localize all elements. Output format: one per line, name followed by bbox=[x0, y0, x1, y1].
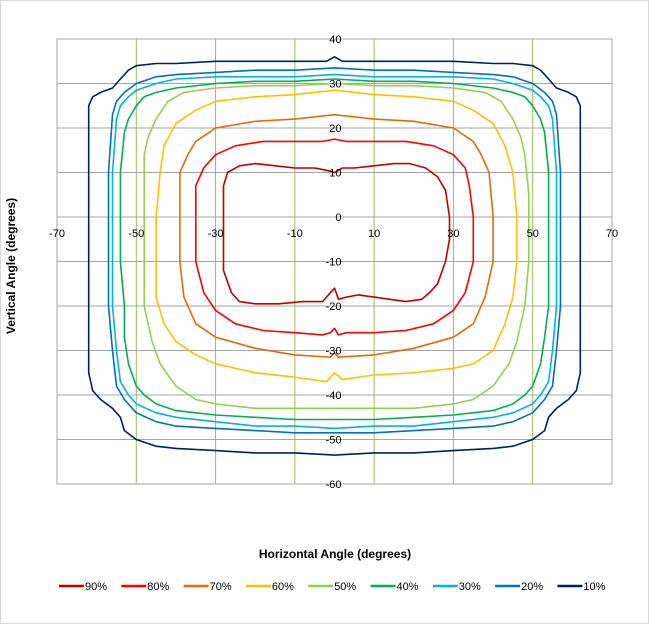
y-tick-label: -50 bbox=[326, 435, 342, 447]
legend-label: 80% bbox=[147, 581, 169, 593]
y-tick-label: -10 bbox=[326, 257, 342, 269]
legend-item: 50% bbox=[308, 581, 356, 593]
series-layer bbox=[87, 56, 582, 456]
y-axis-title: Vertical Angle (degrees) bbox=[4, 198, 18, 334]
x-tick-label: -50 bbox=[128, 228, 144, 240]
grid bbox=[56, 38, 613, 485]
legend-label: 50% bbox=[334, 581, 356, 593]
series-line-10pct bbox=[87, 56, 582, 456]
legend-item: 70% bbox=[183, 581, 232, 593]
legend-item: 80% bbox=[121, 581, 170, 593]
series-line-80pct bbox=[195, 138, 475, 336]
legend-item: 60% bbox=[245, 581, 294, 593]
legend-item: 90% bbox=[59, 581, 107, 593]
x-tick-label: 50 bbox=[527, 228, 539, 240]
legend-item: 40% bbox=[370, 581, 419, 593]
series-line-70pct bbox=[179, 113, 494, 358]
series-line-30pct bbox=[111, 73, 558, 430]
y-tick-label: 30 bbox=[329, 79, 341, 91]
y-tick-label: -20 bbox=[326, 301, 342, 313]
x-tick-label: 30 bbox=[447, 228, 459, 240]
legend-item: 10% bbox=[557, 581, 606, 593]
tick-labels: -70 -50 -30 -10 10 30 50 70 40 30 20 10 0 -10 -20 -30 -4… bbox=[49, 34, 618, 491]
x-tick-label: -70 bbox=[49, 228, 65, 240]
legend-label: 20% bbox=[521, 581, 543, 593]
series-line-20pct bbox=[107, 67, 562, 434]
x-tick-label: -10 bbox=[287, 228, 303, 240]
series-line-60pct bbox=[155, 89, 518, 383]
y-tick-label: -30 bbox=[326, 346, 342, 358]
x-tick-label: -30 bbox=[208, 228, 224, 240]
y-tick-label: 0 bbox=[335, 212, 341, 224]
legend-item: 30% bbox=[432, 581, 481, 593]
x-axis-title: Horizontal Angle (degrees) bbox=[259, 547, 411, 561]
series-line-50pct bbox=[143, 82, 530, 410]
y-tick-label: 40 bbox=[329, 34, 341, 46]
legend-label: 70% bbox=[210, 581, 232, 593]
legend-label: 60% bbox=[272, 581, 294, 593]
y-tick-label: -40 bbox=[326, 390, 342, 402]
legend: 90% 80% 70% 60% 50% 40% 30% 20% 10% bbox=[59, 581, 606, 593]
x-tick-label: 10 bbox=[368, 228, 380, 240]
x-tick-label: 70 bbox=[606, 228, 618, 240]
y-tick-label: -60 bbox=[326, 479, 342, 491]
series-line-40pct bbox=[119, 78, 550, 421]
legend-label: 30% bbox=[459, 581, 481, 593]
legend-label: 90% bbox=[85, 581, 107, 593]
legend-label: 10% bbox=[583, 581, 605, 593]
y-tick-label: 20 bbox=[329, 123, 341, 135]
legend-label: 40% bbox=[397, 581, 419, 593]
y-tick-label: 10 bbox=[329, 168, 341, 180]
series-line-90pct bbox=[222, 162, 451, 305]
legend-item: 20% bbox=[495, 581, 543, 593]
